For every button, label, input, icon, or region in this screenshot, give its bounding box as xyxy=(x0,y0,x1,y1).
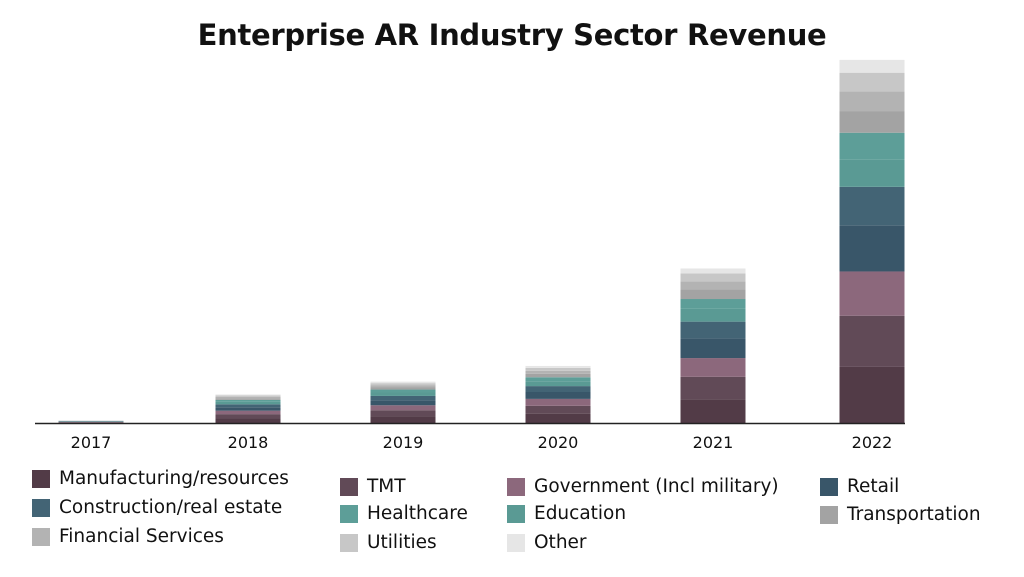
bar-segment-2018-manufacturing-resources xyxy=(215,418,281,423)
bar-segment-2020-healthcare xyxy=(525,377,591,382)
legend-label: Construction/real estate xyxy=(59,497,283,518)
bar-segment-2021-other xyxy=(680,268,746,274)
bar-segment-2019-manufacturing-resources xyxy=(370,416,436,423)
bar-segment-2018-healthcare xyxy=(215,399,281,402)
bar-segment-2020-other xyxy=(525,365,591,368)
bar-segment-2021-transportation xyxy=(680,289,746,300)
bar-segment-2022-government-incl-military xyxy=(839,271,905,316)
x-tick-label: 2021 xyxy=(693,433,734,452)
bar-segment-2022-financial-services xyxy=(839,91,905,112)
legend-label: Healthcare xyxy=(367,503,468,524)
bar-segment-2019-healthcare xyxy=(370,389,436,393)
legend-swatch xyxy=(820,477,838,496)
bar-segment-2018-education xyxy=(215,401,281,405)
bar-segment-2019-tmt xyxy=(370,410,436,417)
x-tick-label: 2017 xyxy=(71,433,112,452)
bar-segment-2020-construction-real-estate xyxy=(525,386,591,393)
bar-segment-2019-transportation xyxy=(370,387,436,390)
legend-label: Retail xyxy=(847,476,900,497)
bar-segment-2022-utilities xyxy=(839,72,905,92)
bar-segment-2021-utilities xyxy=(680,273,746,282)
bar-segment-2021-healthcare xyxy=(680,299,746,309)
bar-segment-2020-retail xyxy=(525,392,591,399)
legend-item-healthcare: Healthcare xyxy=(340,503,468,524)
bar-segment-2022-other xyxy=(839,59,905,73)
bar-segment-2018-construction-real-estate xyxy=(215,404,281,408)
legend-swatch xyxy=(820,505,838,524)
stacked-bar-chart: 2017 2018 2019 2020 2021 2022 xyxy=(35,59,905,452)
bar-segment-2020-financial-services xyxy=(525,370,591,374)
x-tick-label: 2022 xyxy=(852,433,893,452)
bar-segment-2020-transportation xyxy=(525,373,591,378)
bar-segment-2019-education xyxy=(370,392,436,396)
bar-segment-2018-retail xyxy=(215,407,281,411)
bar-segment-2021-government-incl-military xyxy=(680,358,746,377)
bar-segment-2022-transportation xyxy=(839,111,905,133)
bar-segment-2018-financial-services xyxy=(215,396,281,399)
bar-segment-2018-utilities xyxy=(215,395,281,397)
legend-item-retail: Retail xyxy=(820,476,899,497)
bar-segment-2019-utilities xyxy=(370,383,436,386)
legend-label: Manufacturing/resources xyxy=(59,468,289,489)
legend-swatch xyxy=(340,533,358,552)
bar-segment-2021-construction-real-estate xyxy=(680,321,746,339)
legend-item-transportation: Transportation xyxy=(820,504,981,525)
legend-swatch xyxy=(32,527,50,546)
x-tick-label: 2020 xyxy=(538,433,579,452)
bar-segment-2020-education xyxy=(525,381,591,387)
legend-swatch xyxy=(507,477,525,496)
x-tick-label: 2019 xyxy=(383,433,424,452)
bar-segment-2022-healthcare xyxy=(839,132,905,160)
legend-swatch xyxy=(32,498,50,517)
legend-item-other: Other xyxy=(507,532,587,553)
bars-group xyxy=(58,59,905,423)
legend-item-education: Education xyxy=(507,503,626,524)
legend-label: Financial Services xyxy=(59,526,224,547)
legend-swatch xyxy=(507,504,525,523)
bar-segment-2019-retail xyxy=(370,400,436,406)
bar-segment-2019-construction-real-estate xyxy=(370,395,436,401)
legend-label: TMT xyxy=(367,476,406,497)
chart-title: Enterprise AR Industry Sector Revenue xyxy=(197,18,827,52)
x-tick-label: 2018 xyxy=(228,433,269,452)
bar-segment-2022-manufacturing-resources xyxy=(839,366,905,423)
bar-segment-2019-other xyxy=(370,381,436,384)
bar-segment-2018-transportation xyxy=(215,398,281,400)
bar-segment-2020-utilities xyxy=(525,367,591,371)
bar-segment-2020-tmt xyxy=(525,405,591,414)
bar-segment-2021-retail xyxy=(680,338,746,359)
legend-swatch xyxy=(32,469,50,488)
legend-label: Government (Incl military) xyxy=(534,476,779,497)
bar-segment-2022-education xyxy=(839,159,905,187)
legend-swatch xyxy=(507,533,525,552)
bar-segment-2021-financial-services xyxy=(680,281,746,290)
bar-segment-2022-retail xyxy=(839,225,905,272)
bar-segment-2020-manufacturing-resources xyxy=(525,413,591,423)
bar-segment-2021-education xyxy=(680,308,746,322)
legend-label: Utilities xyxy=(367,532,437,553)
legend-swatch xyxy=(340,477,358,496)
legend-item-tmt: TMT xyxy=(340,476,406,497)
legend-item-utilities: Utilities xyxy=(340,532,437,553)
legend-label: Transportation xyxy=(847,504,981,525)
legend-item-financial-services: Financial Services xyxy=(32,526,224,547)
bar-segment-2018-other xyxy=(215,394,281,396)
bar-segment-2019-financial-services xyxy=(370,385,436,388)
bar-segment-2022-tmt xyxy=(839,315,905,367)
bar-segment-2021-tmt xyxy=(680,376,746,400)
bar-segment-2018-government-incl-military xyxy=(215,410,281,415)
legend-item-government-incl-military: Government (Incl military) xyxy=(507,476,779,497)
bar-segment-2018-tmt xyxy=(215,414,281,419)
legend-label: Education xyxy=(534,503,627,524)
bar-segment-2021-manufacturing-resources xyxy=(680,399,746,423)
legend-label: Other xyxy=(534,532,587,553)
legend-item-manufacturing-resources: Manufacturing/resources xyxy=(32,468,289,489)
legend-swatch xyxy=(340,504,358,523)
legend-item-construction-real-estate: Construction/real estate xyxy=(32,497,282,518)
bar-segment-2022-construction-real-estate xyxy=(839,186,905,226)
x-tick-labels: 2017 2018 2019 2020 2021 2022 xyxy=(71,433,893,452)
bar-segment-2020-government-incl-military xyxy=(525,398,591,406)
bar-segment-2019-government-incl-military xyxy=(370,405,436,411)
